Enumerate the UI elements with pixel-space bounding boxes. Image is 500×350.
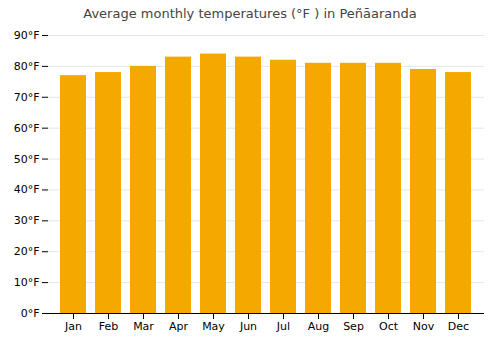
svg-text:Dec: Dec [448, 320, 469, 333]
svg-text:40°F: 40°F [14, 183, 40, 196]
svg-text:Jun: Jun [239, 320, 257, 333]
svg-text:Jan: Jan [64, 320, 82, 333]
svg-text:Nov: Nov [413, 320, 435, 333]
svg-text:80°F: 80°F [14, 60, 40, 73]
svg-text:10°F: 10°F [14, 276, 40, 289]
html-text:Average monthly temperatures (: Average monthly temperatures (°F ) in Pe… [83, 6, 417, 21]
svg-text:Oct: Oct [379, 320, 399, 333]
svg-text:0°F: 0°F [21, 307, 40, 320]
svg-text:Aug: Aug [308, 320, 329, 333]
svg-text:60°F: 60°F [14, 122, 40, 135]
svg-text:Jul: Jul [276, 320, 290, 333]
svg-text:Sep: Sep [343, 320, 364, 333]
svg-text:70°F: 70°F [14, 91, 40, 104]
svg-text:50°F: 50°F [14, 153, 40, 166]
svg-text:30°F: 30°F [14, 214, 40, 227]
svg-text:90°F: 90°F [14, 29, 40, 42]
svg-text:Apr: Apr [169, 320, 189, 333]
svg-text:May: May [202, 320, 225, 333]
svg-text:Mar: Mar [133, 320, 154, 333]
svg-text:20°F: 20°F [14, 245, 40, 258]
svg-text:Feb: Feb [99, 320, 118, 333]
